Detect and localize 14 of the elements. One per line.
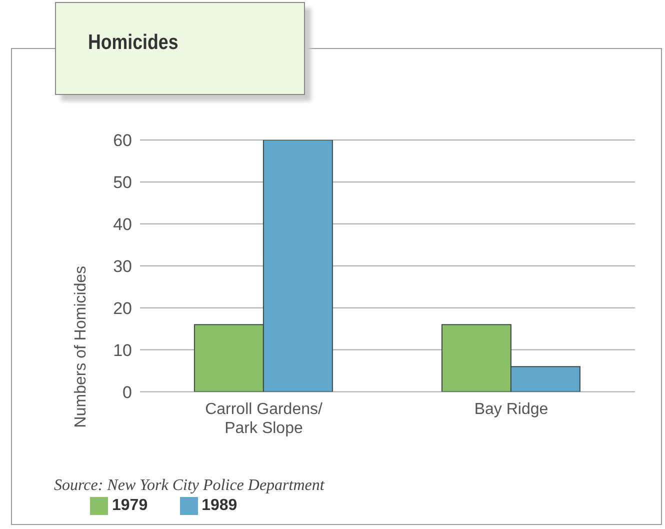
y-axis-title: Numbers of Homicides (72, 266, 90, 428)
chart-title: Homicides (88, 31, 178, 55)
y-tick-label: 0 (122, 382, 132, 402)
legend-label: 1979 (112, 497, 148, 514)
y-tick-label: 10 (113, 340, 132, 360)
x-tick-label: Carroll Gardens/ Park Slope (205, 400, 323, 437)
y-tick-label: 30 (113, 256, 132, 276)
y-tick-label: 40 (113, 214, 132, 234)
x-tick-label: Bay Ridge (474, 400, 548, 418)
source-note: Source: New York City Police Department (54, 477, 324, 495)
y-tick-label: 20 (113, 298, 132, 318)
y-tick-label: 60 (113, 131, 132, 150)
legend-label: 1989 (202, 497, 238, 514)
y-tick-label: 50 (113, 172, 132, 192)
